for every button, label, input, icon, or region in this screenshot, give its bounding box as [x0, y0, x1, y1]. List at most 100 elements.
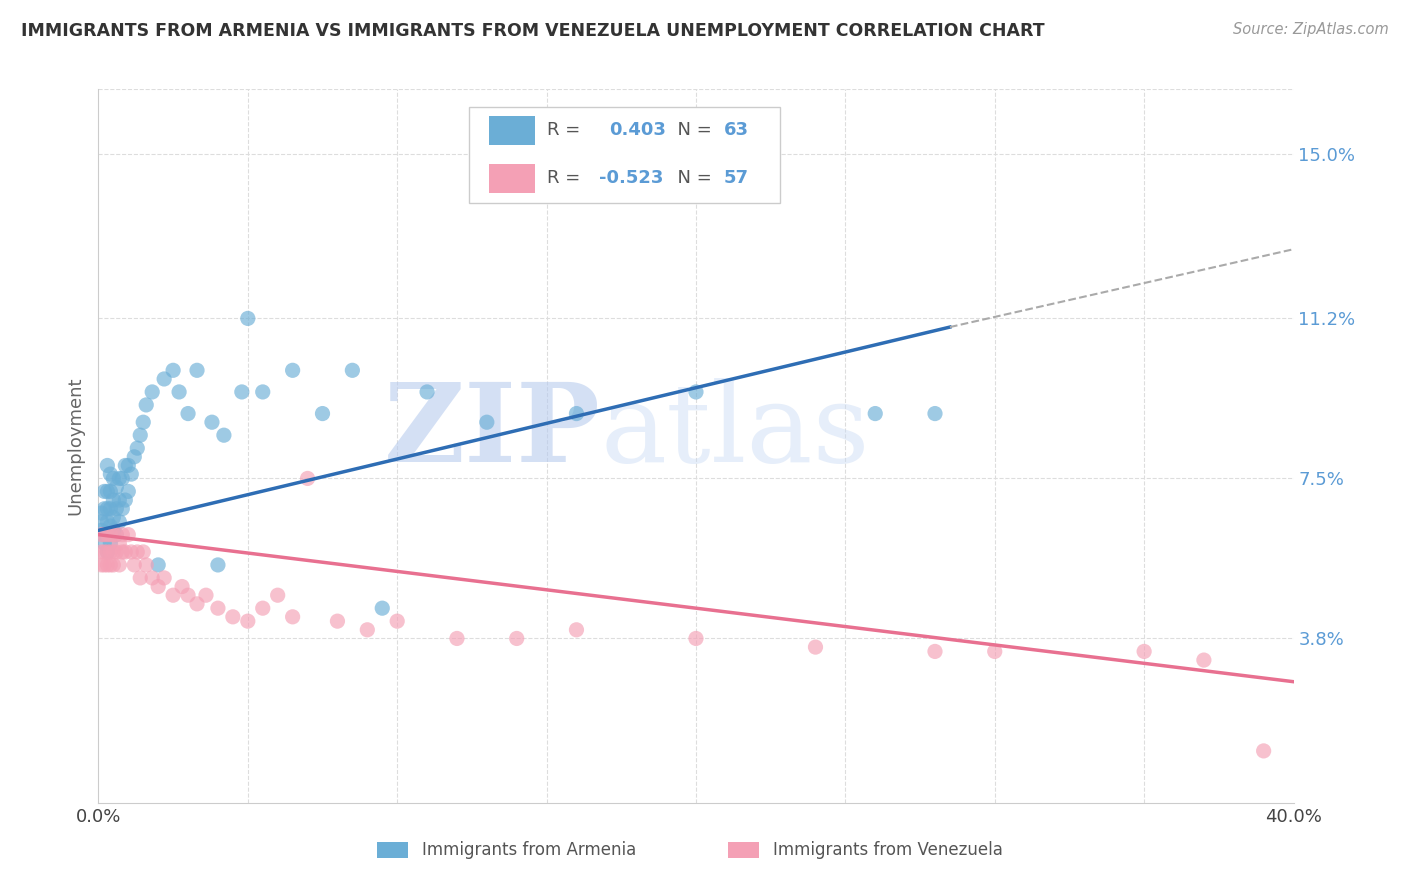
Point	[281, 610, 304, 624]
Text: Source: ZipAtlas.com: Source: ZipAtlas.com	[1233, 22, 1389, 37]
Text: 57: 57	[724, 169, 748, 187]
Point	[120, 467, 142, 482]
Text: 0.403: 0.403	[609, 121, 665, 139]
Point	[90, 545, 112, 559]
Point	[186, 597, 208, 611]
Point	[93, 545, 115, 559]
Point	[177, 588, 200, 602]
Point	[96, 515, 118, 529]
Point	[93, 527, 115, 541]
Point	[1192, 653, 1215, 667]
Text: N =: N =	[666, 169, 717, 187]
Point	[98, 536, 122, 550]
Point	[153, 372, 176, 386]
Point	[222, 610, 245, 624]
Text: IMMIGRANTS FROM ARMENIA VS IMMIGRANTS FROM VENEZUELA UNEMPLOYMENT CORRELATION CH: IMMIGRANTS FROM ARMENIA VS IMMIGRANTS FR…	[21, 22, 1045, 40]
Point	[565, 623, 588, 637]
Point	[103, 545, 125, 559]
Point	[141, 571, 163, 585]
Point	[96, 527, 118, 541]
Point	[195, 588, 218, 602]
Point	[93, 558, 115, 572]
Point	[114, 545, 136, 559]
Point	[111, 527, 134, 541]
Point	[103, 493, 125, 508]
Point	[93, 484, 115, 499]
Point	[90, 506, 112, 520]
Point	[117, 484, 139, 499]
Point	[207, 558, 229, 572]
Point	[114, 458, 136, 473]
Text: atlas: atlas	[600, 378, 870, 485]
Point	[108, 493, 131, 508]
Point	[804, 640, 827, 654]
Point	[96, 545, 118, 559]
Point	[105, 527, 128, 541]
Point	[105, 480, 128, 494]
FancyBboxPatch shape	[470, 107, 780, 203]
Point	[127, 545, 149, 559]
Point	[93, 536, 115, 550]
Point	[385, 614, 409, 628]
Point	[685, 384, 707, 399]
Point	[98, 484, 122, 499]
Point	[236, 614, 259, 628]
Point	[685, 632, 707, 646]
Point	[475, 415, 498, 429]
Y-axis label: Unemployment: Unemployment	[66, 376, 84, 516]
Point	[111, 471, 134, 485]
Point	[98, 558, 122, 572]
Point	[252, 384, 274, 399]
Point	[924, 644, 946, 658]
Point	[267, 588, 290, 602]
Point	[105, 501, 128, 516]
Point	[565, 407, 588, 421]
Point	[162, 363, 184, 377]
Point	[96, 484, 118, 499]
Point	[167, 384, 190, 399]
Point	[1133, 644, 1156, 658]
Point	[924, 407, 946, 421]
Point	[371, 601, 394, 615]
Point	[129, 428, 152, 442]
Point	[96, 558, 118, 572]
Point	[311, 407, 333, 421]
Point	[108, 536, 131, 550]
Point	[148, 558, 170, 572]
Point	[153, 571, 176, 585]
Point	[90, 558, 112, 572]
Point	[120, 545, 142, 559]
FancyBboxPatch shape	[489, 164, 534, 193]
Point	[129, 571, 152, 585]
Point	[148, 580, 170, 594]
Text: Immigrants from Armenia: Immigrants from Armenia	[422, 841, 636, 859]
Point	[201, 415, 224, 429]
Point	[865, 407, 887, 421]
Point	[207, 601, 229, 615]
Point	[124, 450, 146, 464]
Point	[98, 501, 122, 516]
Point	[103, 527, 125, 541]
Point	[108, 558, 131, 572]
Point	[96, 501, 118, 516]
Point	[98, 527, 122, 541]
Text: -0.523: -0.523	[599, 169, 664, 187]
Text: 63: 63	[724, 121, 748, 139]
Point	[90, 515, 112, 529]
Text: R =: R =	[547, 169, 585, 187]
Point	[93, 527, 115, 541]
Point	[103, 471, 125, 485]
Point	[135, 558, 157, 572]
Point	[141, 384, 163, 399]
Point	[342, 363, 364, 377]
Point	[162, 588, 184, 602]
Point	[124, 558, 146, 572]
Point	[236, 311, 259, 326]
Point	[326, 614, 349, 628]
Point	[356, 623, 378, 637]
Point	[1253, 744, 1275, 758]
Point	[231, 384, 253, 399]
Point	[103, 510, 125, 524]
Point	[132, 545, 155, 559]
Point	[212, 428, 235, 442]
